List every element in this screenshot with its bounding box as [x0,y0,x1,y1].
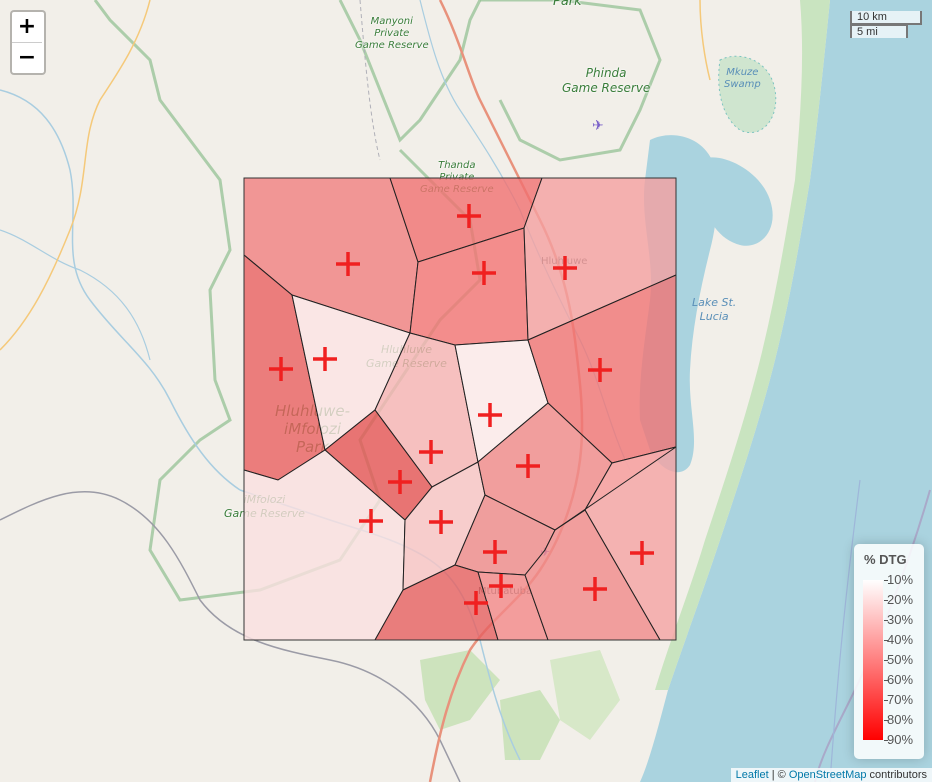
zoom-in-button[interactable]: + [17,14,37,39]
cross-marker[interactable] [583,577,607,601]
legend-tick [884,600,888,601]
legend-label: 50% [887,652,914,667]
cross-marker[interactable] [388,470,412,494]
cross-marker[interactable] [313,347,337,371]
legend-label: 30% [887,612,914,627]
cross-marker[interactable] [489,574,513,598]
scale-mi: 5 mi [850,24,908,38]
legend-label: 70% [887,692,914,707]
legend-label: 40% [887,632,914,647]
legend-tick [884,680,888,681]
svg-text:✈: ✈ [592,118,604,134]
cross-marker[interactable] [483,540,507,564]
legend-tick [884,620,888,621]
legend-label: 10% [887,572,914,587]
label-lake-st-lucia: Lake St. Lucia [692,296,737,323]
legend-label: 20% [887,592,914,607]
legend-title: % DTG [864,552,907,567]
cross-marker[interactable] [630,541,654,565]
attribution: Leaflet | © OpenStreetMap contributors [730,768,932,782]
legend-tick [884,660,888,661]
cross-marker[interactable] [516,454,540,478]
scale-bar: 10 km 5 mi [850,11,922,38]
osm-link[interactable]: OpenStreetMap [788,769,867,781]
cross-marker[interactable] [457,204,481,228]
legend-label: 90% [887,732,914,747]
cross-marker[interactable] [464,591,488,615]
cross-marker[interactable] [472,261,496,285]
cross-marker[interactable] [588,358,612,382]
legend-tick [884,700,888,701]
cross-marker[interactable] [269,357,293,381]
zoom-control: + − [10,10,46,75]
attribution-suffix: contributors [866,769,927,781]
legend-label: 80% [887,712,914,727]
label-phinda: Phinda Game Reserve [562,66,651,95]
cross-marker[interactable] [429,510,453,534]
voronoi-cell[interactable] [554,446,677,531]
legend-tick [884,740,888,741]
legend: % DTG 10% 20% 30% 40% 50% 60% 70% 80% 90% [854,544,924,759]
legend-gradient [863,580,883,740]
legend-tick [884,720,888,721]
cross-marker[interactable] [478,403,502,427]
cross-marker[interactable] [553,256,577,280]
legend-tick [884,580,888,581]
label-park-top: Park [553,0,582,9]
overlay-bounds [243,177,677,641]
legend-tick [884,640,888,641]
attribution-sep: | © [768,769,789,781]
scale-km: 10 km [850,11,922,25]
legend-label: 60% [887,672,914,687]
label-mkuze: Mkuze Swamp [724,67,761,90]
cross-marker[interactable] [419,440,443,464]
cross-marker[interactable] [336,252,360,276]
cross-marker[interactable] [359,509,383,533]
zoom-out-button[interactable]: − [12,42,42,73]
label-manyoni: Manyoni Private Game Reserve [355,16,429,51]
leaflet-link[interactable]: Leaflet [735,769,769,781]
